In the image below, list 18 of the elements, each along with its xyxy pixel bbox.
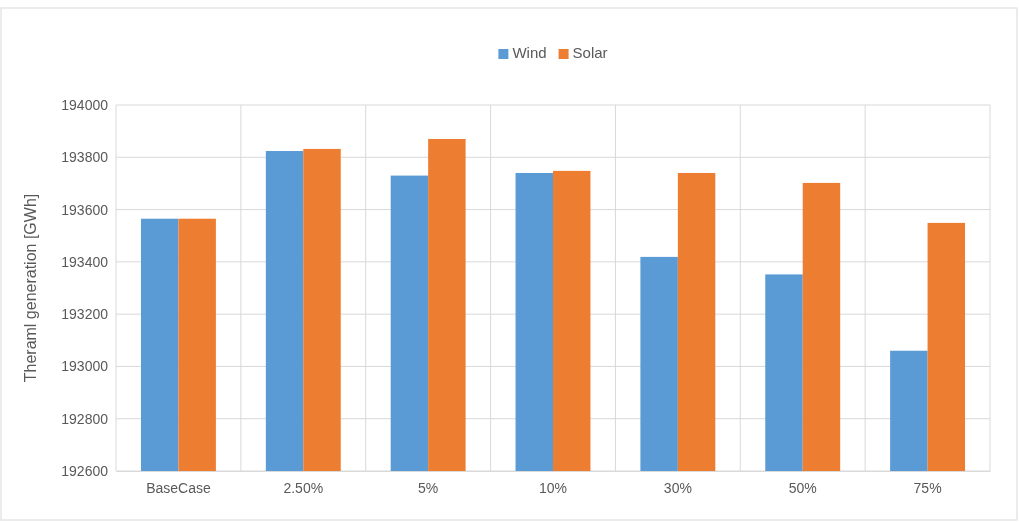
y-tick-label: 193800 — [61, 149, 109, 166]
y-tick-label: 193600 — [61, 201, 109, 218]
y-axis-title: Theraml generation [GWh] — [22, 193, 39, 383]
x-tick-label: 2.50% — [283, 479, 324, 496]
x-tick-label: 30% — [663, 479, 692, 496]
x-tick-label: 50% — [788, 479, 817, 496]
x-tick-label: 75% — [913, 479, 942, 496]
legend-label: Wind — [512, 44, 547, 61]
legend-label: Solar — [572, 44, 608, 61]
x-tick-label: 5% — [418, 479, 439, 496]
y-tick-label: 194000 — [61, 96, 109, 113]
y-tick-label: 192600 — [61, 462, 109, 479]
y-tick-label: 192800 — [61, 410, 109, 427]
x-tick-label: BaseCase — [146, 479, 211, 496]
y-tick-label: 193200 — [61, 306, 109, 323]
y-tick-label: 193400 — [61, 253, 109, 270]
x-tick-label: 10% — [538, 479, 568, 496]
y-tick-label: 193000 — [61, 358, 109, 375]
